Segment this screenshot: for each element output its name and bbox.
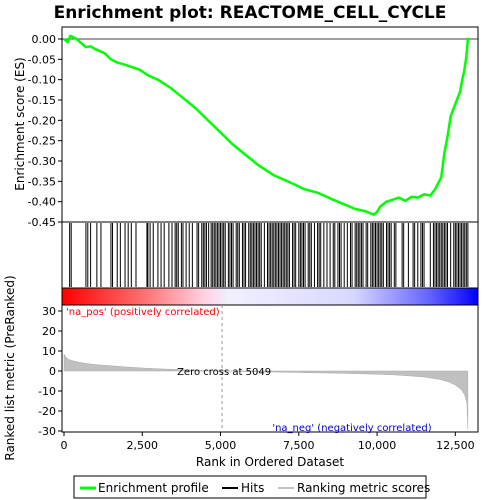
es-y-tick-label: -0.15 xyxy=(28,94,56,107)
es-y-tick-label: -0.40 xyxy=(28,196,56,209)
es-y-tick-label: -0.35 xyxy=(28,175,56,188)
legend-ranking-label: Ranking metric scores xyxy=(297,481,430,495)
rank-y-tick-label: -10 xyxy=(38,385,56,398)
ranking-metric-area xyxy=(63,353,469,430)
rank-y-tick-label: 30 xyxy=(42,305,56,318)
rank-color-bar xyxy=(61,287,479,306)
legend-hits-label: Hits xyxy=(241,481,264,495)
hits-marks xyxy=(69,223,469,287)
es-y-tick-label: -0.30 xyxy=(28,155,56,168)
x-tick-label: 10,000 xyxy=(358,439,397,452)
enrichment-profile-line xyxy=(63,34,470,216)
legend: Enrichment profile Hits Ranking metric s… xyxy=(73,475,430,499)
rank-gradient xyxy=(62,288,478,305)
es-y-tick-label: -0.05 xyxy=(28,53,56,66)
es-plot-frame xyxy=(61,26,479,223)
rank-y-tick-label: 20 xyxy=(42,325,56,338)
x-axis-label: Rank in Ordered Dataset xyxy=(196,455,344,469)
positive-correlation-label: 'na_pos' (positively correlated) xyxy=(66,307,220,318)
es-y-tick-label: -0.45 xyxy=(28,216,56,229)
legend-frame xyxy=(73,475,427,499)
x-tick-label: 5,000 xyxy=(205,439,237,452)
hits-frame xyxy=(61,221,479,289)
es-y-ticks: 0.00 -0.05 -0.10 -0.15 -0.20 -0.25 -0.30 -0.35 -… xyxy=(28,33,62,229)
x-tick-label: 12,500 xyxy=(436,439,475,452)
rank-x-ticks: 0 2,500 5,000 7,500 10,000 12,500 xyxy=(61,432,475,452)
rank-y-tick-label: 0 xyxy=(49,365,56,378)
zero-cross-label: Zero cross at 5049 xyxy=(177,367,271,378)
rank-y-axis-label: Ranked list metric (PreRanked) xyxy=(3,275,17,460)
negative-correlation-label: 'na_neg' (negatively correlated) xyxy=(272,423,431,434)
rank-y-ticks: 30 20 10 0 -10 -20 -30 xyxy=(38,305,62,438)
legend-enrichment-label: Enrichment profile xyxy=(98,481,209,495)
x-tick-label: 2,500 xyxy=(127,439,159,452)
es-y-tick-label: -0.25 xyxy=(28,135,56,148)
x-tick-label: 7,500 xyxy=(283,439,315,452)
hits-panel xyxy=(61,221,479,289)
chart-title: Enrichment plot: REACTOME_CELL_CYCLE xyxy=(54,3,447,23)
es-y-tick-label: 0.00 xyxy=(32,33,57,46)
enrichment-score-panel: 0.00 -0.05 -0.10 -0.15 -0.20 -0.25 -0.30 -0.35 -… xyxy=(13,26,479,229)
rank-y-tick-label: -20 xyxy=(38,405,56,418)
rank-y-tick-label: 10 xyxy=(42,345,56,358)
x-tick-label: 0 xyxy=(61,439,68,452)
ranked-metric-panel: 30 20 10 0 -10 -20 -30 0 2,500 5,000 7,500 10,000 1… xyxy=(3,275,479,469)
es-y-axis-label: Enrichment score (ES) xyxy=(13,57,27,190)
rank-y-tick-label: -30 xyxy=(38,425,56,438)
es-y-tick-label: -0.20 xyxy=(28,114,56,127)
es-y-tick-label: -0.10 xyxy=(28,74,56,87)
